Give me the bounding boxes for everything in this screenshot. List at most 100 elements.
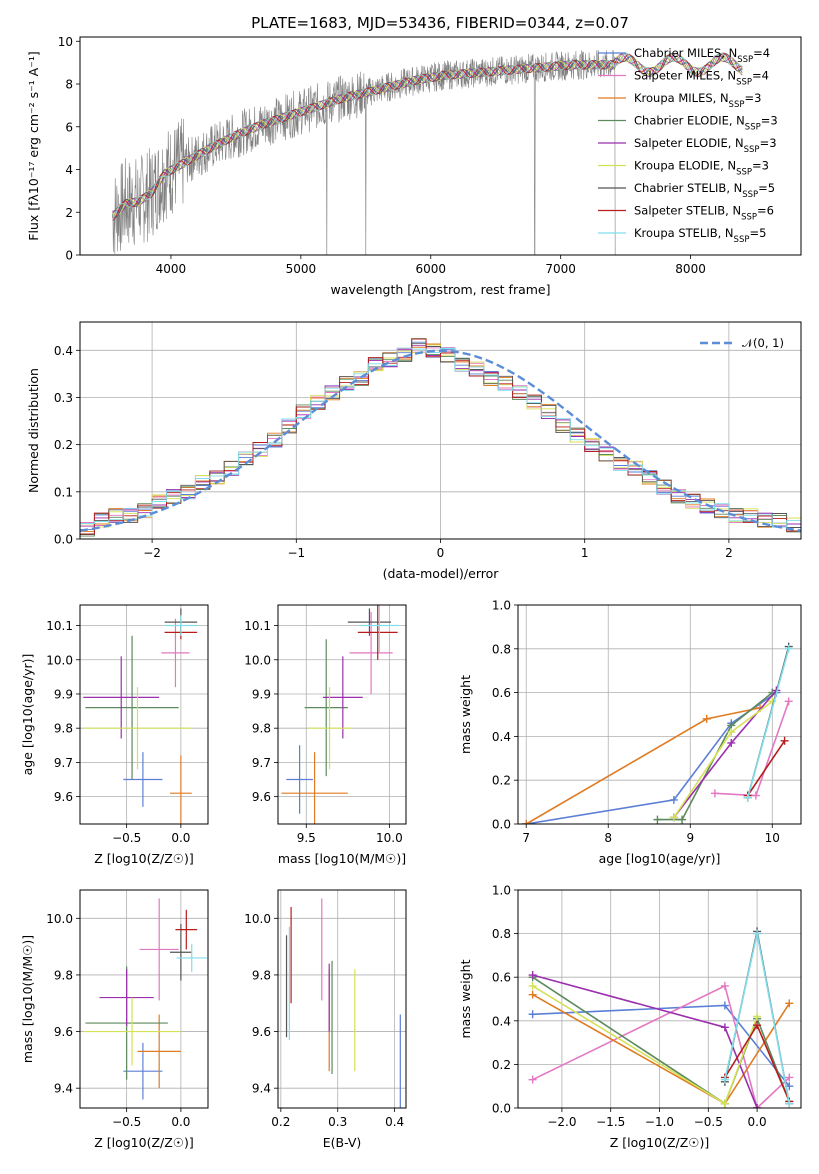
spectrum-legend: Chabrier MILES, NSSP=4 Salpeter MILES, NS… bbox=[598, 46, 778, 245]
x-axis-label: age [log10(age/yr)] bbox=[599, 851, 721, 866]
y-tick-label: 0.3 bbox=[54, 391, 73, 405]
y-tick-label: 10.0 bbox=[46, 653, 73, 667]
y-tick-label: 0.2 bbox=[54, 438, 73, 452]
legend-entry: Kroupa ELODIE, NSSP=3 bbox=[634, 159, 769, 178]
x-tick-label: −0.5 bbox=[112, 831, 141, 845]
y-tick-label: 9.7 bbox=[54, 756, 73, 770]
x-axis-label: Z [log10(Z/Z☉)] bbox=[94, 851, 194, 866]
y-axis-label: mass weight bbox=[458, 959, 473, 1038]
y-tick-label: 0.0 bbox=[54, 533, 73, 547]
x-axis-label: mass [log10(M/M☉)] bbox=[278, 851, 406, 866]
normal-curve bbox=[80, 349, 801, 532]
errorbar-chabrier-stelib bbox=[347, 608, 392, 636]
errorbar-kroupa-elodie bbox=[83, 997, 181, 1066]
hist-salpeter-stelib bbox=[80, 338, 801, 535]
panel-mass-vs-Z: −0.5 0.0 9.4 9.6 9.8 10.0 Z [log10(Z/Z☉)] mass … bbox=[20, 889, 209, 1150]
point-marker bbox=[753, 929, 762, 938]
errorbar-salpeter-stelib bbox=[175, 909, 198, 950]
panel-age-vs-Z: −0.5 0.0 9.6 9.7 9.8 9.9 10.0 10.1 Z [log10(Z/Z☉… bbox=[20, 604, 209, 866]
x-tick-label: −1 bbox=[287, 546, 305, 560]
x-tick-label: 0 bbox=[437, 546, 445, 560]
x-tick-label: 8000 bbox=[675, 262, 706, 276]
x-tick-label: 9 bbox=[686, 831, 694, 845]
x-tick-label: −2 bbox=[143, 546, 161, 560]
figure-title: PLATE=1683, MJD=53436, FIBERID=0344, z=0… bbox=[251, 14, 629, 32]
x-tick-label: 0.0 bbox=[171, 831, 190, 845]
y-tick-label: 10.1 bbox=[46, 619, 73, 633]
y-tick-label: 0.4 bbox=[54, 344, 73, 358]
point-marker bbox=[720, 1099, 729, 1108]
point-marker bbox=[678, 815, 687, 824]
x-tick-label: −1.0 bbox=[645, 1115, 674, 1129]
x-axis-label: Z [log10(Z/Z☉)] bbox=[94, 1135, 194, 1150]
x-tick-label: 0.4 bbox=[385, 1115, 404, 1129]
x-tick-label: −1.5 bbox=[596, 1115, 625, 1129]
axes-frame bbox=[79, 36, 802, 256]
errorbar-kroupa-stelib bbox=[164, 615, 198, 636]
legend-entry: Salpeter MILES, NSSP=4 bbox=[634, 69, 769, 88]
point-marker bbox=[780, 736, 789, 745]
plot-area bbox=[522, 642, 793, 824]
panel-weight-vs-Z: −2.0 −1.5 −1.0 −0.5 0.0 0.0 0.2 0.4 0.6 0.8 1.0 Z [… bbox=[458, 884, 802, 1150]
point-marker bbox=[702, 714, 711, 723]
panel-age-vs-mass: 9.5 10.0 9.6 9.7 9.8 9.9 10.0 10.1 mass [log10(M… bbox=[244, 604, 407, 866]
errorbar-salpeter-stelib bbox=[357, 605, 398, 660]
plot-area bbox=[112, 50, 743, 255]
point-marker bbox=[784, 697, 793, 706]
errorbar-kroupa-stelib bbox=[359, 605, 400, 653]
plot-area bbox=[83, 608, 198, 824]
y-tick-label: 9.4 bbox=[252, 1082, 271, 1096]
point-marker bbox=[522, 820, 531, 824]
point-marker bbox=[751, 791, 760, 800]
x-axis-label: E(B-V) bbox=[323, 1135, 362, 1150]
y-tick-label: 10.0 bbox=[244, 653, 271, 667]
y-tick-label: 0 bbox=[65, 249, 73, 263]
errorbar-chabrier-miles bbox=[123, 752, 163, 807]
spectrum-model-chabrier-stelib bbox=[112, 53, 743, 219]
x-tick-label: −2.0 bbox=[547, 1115, 576, 1129]
errorbar-salpeter-miles bbox=[349, 611, 393, 694]
y-axis-label: mass weight bbox=[458, 675, 473, 754]
point-marker bbox=[784, 644, 793, 653]
axes-frame bbox=[277, 889, 407, 1109]
x-tick-label: 7000 bbox=[545, 262, 576, 276]
point-marker bbox=[753, 1104, 762, 1108]
point-marker bbox=[785, 1099, 794, 1108]
plot-area bbox=[528, 927, 794, 1108]
y-tick-label: 9.9 bbox=[54, 687, 73, 701]
axes-frame bbox=[277, 604, 407, 825]
x-tick-label: −0.5 bbox=[694, 1115, 723, 1129]
y-axis-label: Flux [fλ10⁻¹⁷ erg cm⁻² s⁻¹ A⁻¹] bbox=[26, 51, 41, 240]
y-tick-label: 9.8 bbox=[252, 968, 271, 982]
x-tick-label: 8 bbox=[604, 831, 612, 845]
y-tick-label: 10 bbox=[58, 35, 73, 49]
y-tick-label: 9.6 bbox=[252, 790, 271, 804]
errorbar-chabrier-miles bbox=[123, 1042, 163, 1100]
point-marker bbox=[653, 815, 662, 824]
y-tick-label: 0.1 bbox=[54, 485, 73, 499]
y-tick-label: 1.0 bbox=[492, 884, 511, 898]
y-tick-label: 10.1 bbox=[244, 619, 271, 633]
x-tick-label: 6000 bbox=[415, 262, 446, 276]
series-line-salpeter-stelib bbox=[747, 740, 786, 796]
y-tick-label: 9.6 bbox=[54, 1025, 73, 1039]
y-tick-label: 2 bbox=[65, 206, 73, 220]
point-marker bbox=[528, 1010, 537, 1019]
x-axis-label: (data-model)/error bbox=[383, 566, 500, 581]
y-tick-label: 9.8 bbox=[252, 722, 271, 736]
y-tick-label: 9.8 bbox=[54, 968, 73, 982]
y-tick-label: 0.6 bbox=[492, 686, 511, 700]
point-marker bbox=[720, 1075, 729, 1084]
y-tick-label: 8 bbox=[65, 78, 73, 92]
y-tick-label: 0.6 bbox=[492, 971, 511, 985]
legend-entry: Kroupa MILES, NSSP=3 bbox=[634, 91, 761, 110]
errorbar-kroupa-elodie bbox=[307, 687, 352, 770]
plot-area bbox=[281, 605, 400, 824]
axes-frame bbox=[79, 604, 209, 825]
errorbar-chabrier-stelib bbox=[170, 923, 192, 981]
errorbar-salpeter-elodie bbox=[99, 969, 154, 1026]
panel-mass-vs-EBV: 0.2 0.3 0.4 9.4 9.6 9.8 10.0 E(B-V) bbox=[244, 889, 407, 1150]
y-tick-label: 1.0 bbox=[492, 599, 511, 613]
y-tick-label: 9.7 bbox=[252, 756, 271, 770]
